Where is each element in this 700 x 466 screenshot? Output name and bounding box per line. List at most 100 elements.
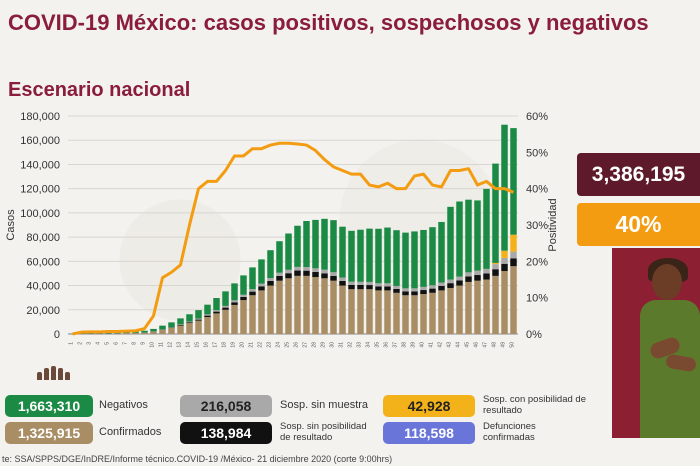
bar-confirmados: [249, 295, 256, 334]
x-tick-label: 16: [204, 342, 210, 348]
x-tick-label: 30: [330, 342, 336, 348]
bar-negativos: [195, 310, 202, 319]
bar-sosp-sin-posibilidad-de-resultado: [483, 273, 490, 280]
bar-sosp-sin-posibilidad-de-resultado: [321, 273, 328, 279]
x-tick-label: 42: [438, 342, 444, 348]
x-tick-label: 20: [240, 342, 246, 348]
x-tick-label: 10: [150, 342, 156, 348]
y-right-tick-label: 50%: [526, 147, 548, 159]
x-tick-label: 19: [231, 342, 237, 348]
bar-sosp-sin-posibilidad-de-resultado: [249, 291, 256, 296]
bar-confirmados: [285, 278, 292, 334]
bar-sosp-sin-muestra: [312, 268, 319, 272]
con-posibilidad-label: Sosp. con posibilidad de resultado: [483, 394, 586, 416]
bar-sosp-sin-posibilidad-de-resultado: [276, 275, 283, 281]
bar-sosp-sin-posibilidad-de-resultado: [384, 286, 391, 291]
defunciones-pill: 118,598: [383, 422, 475, 444]
x-tick-label: 40: [420, 342, 426, 348]
bar-negativos: [159, 325, 166, 330]
bar-sosp-sin-posibilidad-de-resultado: [357, 284, 364, 290]
bar-confirmados: [375, 290, 382, 334]
x-tick-label: 5: [105, 342, 111, 345]
bar-sosp-sin-muestra: [249, 289, 256, 292]
bar-negativos: [492, 163, 499, 263]
y-tick-label: 60,000: [26, 256, 60, 268]
x-tick-label: 14: [186, 342, 192, 348]
bar-negativos: [276, 241, 283, 273]
x-tick-label: 44: [456, 342, 462, 348]
y-tick-label: 20,000: [26, 305, 60, 317]
bar-sosp-sin-muestra: [231, 300, 238, 303]
bar-confirmados: [312, 277, 319, 334]
bar-confirmados: [303, 275, 310, 334]
bar-negativos: [510, 128, 517, 235]
x-tick-label: 11: [159, 342, 165, 347]
bar-sosp-sin-muestra: [393, 285, 400, 289]
y-tick-label: 120,000: [20, 184, 60, 196]
bar-sosp-sin-muestra: [357, 281, 364, 285]
x-tick-label: 6: [114, 342, 120, 345]
bar-sosp-sin-muestra: [483, 268, 490, 274]
bar-confirmados: [501, 271, 508, 334]
bar-negativos: [204, 304, 211, 315]
bar-sosp-sin-muestra: [447, 279, 454, 284]
bar-negativos: [267, 250, 274, 279]
bar-negativos: [384, 227, 391, 284]
bar-sosp-sin-posibilidad-de-resultado: [213, 311, 220, 314]
bar-sosp-sin-posibilidad-de-resultado: [375, 286, 382, 291]
y-tick-label: 180,000: [20, 111, 60, 123]
bar-negativos: [348, 230, 355, 282]
x-tick-label: 43: [447, 342, 453, 348]
defunciones-label: Defunciones confirmadas: [483, 421, 536, 443]
y-axis-title: Casos: [5, 209, 17, 241]
bar-confirmados: [420, 294, 427, 334]
bar-confirmados: [510, 266, 517, 334]
bar-sosp-sin-muestra: [501, 257, 508, 264]
government-logo: [32, 364, 74, 380]
x-tick-label: 27: [303, 342, 309, 348]
bar-confirmados: [294, 275, 301, 334]
bar-confirmados: [402, 295, 409, 334]
x-tick-label: 2: [78, 342, 84, 345]
bar-sosp-con-posibilidad-de-resultado: [510, 234, 517, 252]
bar-negativos: [357, 229, 364, 282]
bar-sosp-sin-posibilidad-de-resultado: [447, 283, 454, 288]
bar-negativos: [411, 231, 418, 289]
x-tick-label: 3: [87, 342, 93, 345]
bar-sosp-sin-posibilidad-de-resultado: [177, 324, 184, 326]
x-tick-label: 46: [474, 342, 480, 348]
bar-confirmados: [114, 333, 121, 334]
bar-negativos: [339, 226, 346, 278]
bar-sosp-sin-muestra: [213, 310, 220, 312]
bar-confirmados: [168, 327, 175, 334]
x-tick-label: 47: [483, 342, 489, 348]
bar-negativos: [330, 220, 337, 273]
bar-sosp-sin-posibilidad-de-resultado: [393, 288, 400, 293]
x-tick-label: 7: [123, 342, 129, 345]
x-tick-label: 18: [222, 342, 228, 348]
bar-sosp-sin-muestra: [294, 266, 301, 271]
bar-confirmados: [483, 279, 490, 334]
bar-sosp-sin-muestra: [240, 294, 247, 297]
bar-negativos: [303, 221, 310, 268]
bar-sosp-sin-posibilidad-de-resultado: [510, 258, 517, 267]
bar-sosp-sin-posibilidad-de-resultado: [465, 276, 472, 282]
stacked-bar-chart: 0 20,000 40,000 60,000 80,000 100,000 120,000 1…: [5, 111, 559, 348]
x-tick-label: 38: [402, 342, 408, 348]
bar-sosp-sin-muestra: [429, 285, 436, 289]
y-tick-label: 40,000: [26, 281, 60, 293]
x-tick-label: 8: [132, 342, 138, 345]
bar-negativos: [321, 218, 328, 270]
bar-confirmados: [195, 320, 202, 334]
negativos-pill: 1,663,310: [5, 395, 93, 417]
bar-confirmados: [186, 323, 193, 334]
bar-confirmados: [330, 280, 337, 334]
bar-confirmados: [438, 290, 445, 334]
y-right-tick-label: 0%: [526, 329, 542, 341]
bar-negativos: [258, 259, 265, 284]
bar-confirmados: [141, 332, 148, 334]
x-tick-label: 35: [375, 342, 381, 348]
bar-negativos: [456, 201, 463, 277]
bar-sosp-sin-posibilidad-de-resultado: [339, 280, 346, 286]
x-tick-label: 24: [276, 342, 282, 348]
